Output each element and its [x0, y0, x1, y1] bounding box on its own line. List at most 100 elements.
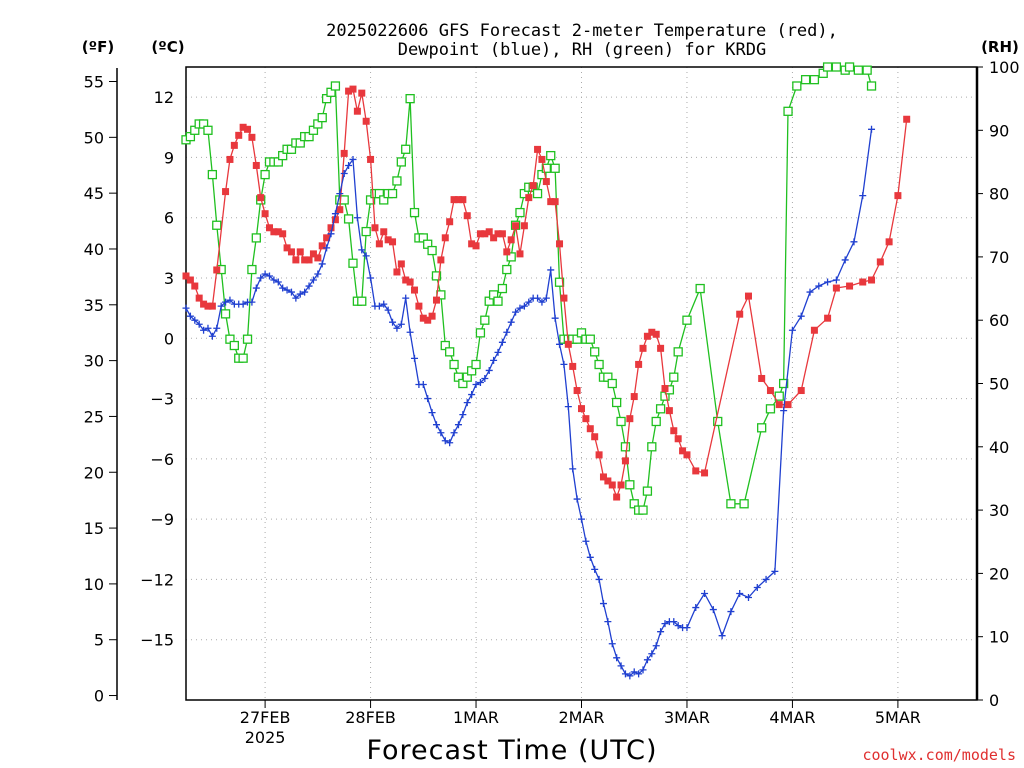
dewpoint-point: [349, 155, 357, 163]
temperature-point: [736, 310, 744, 318]
temperature-point: [411, 286, 419, 294]
temperature-point: [279, 230, 287, 238]
temperature-point: [516, 250, 524, 258]
temperature-point: [200, 300, 208, 308]
rh-point: [844, 62, 855, 72]
dewpoint-point: [762, 575, 770, 583]
temperature-point: [362, 117, 370, 125]
dewpoint-point: [279, 284, 287, 292]
dewpoint-point: [265, 272, 273, 280]
dewpoint-point: [512, 308, 520, 316]
dewpoint-point: [485, 366, 493, 374]
temperature-point: [564, 340, 572, 348]
rh-point: [669, 372, 679, 382]
temperature-point: [314, 254, 322, 262]
rh-point: [203, 125, 213, 135]
rh-point: [409, 207, 420, 218]
temperature-point: [534, 145, 542, 153]
rh-point: [673, 347, 683, 357]
temperature-point: [503, 248, 511, 256]
rh-point: [612, 397, 622, 408]
y-tick-label-c: 6: [164, 209, 174, 228]
dewpoint-point: [494, 348, 502, 356]
temperature-point: [428, 312, 436, 320]
y-tick-label-c: −12: [140, 570, 174, 589]
rh-point: [238, 353, 248, 363]
dewpoint-point: [380, 300, 388, 308]
rh-point: [809, 75, 820, 85]
temperature-point: [265, 224, 273, 232]
rh-point: [506, 252, 516, 262]
dewpoint-point: [318, 260, 326, 268]
dewpoint-point: [670, 618, 678, 626]
dewpoint-point: [560, 360, 568, 368]
temperature-point: [797, 387, 805, 395]
temperature-point: [701, 469, 709, 477]
y-tick-label-rh: 10: [989, 628, 1009, 647]
temperature-point: [336, 206, 344, 214]
dewpoint-point: [824, 278, 832, 286]
rh-point: [541, 163, 551, 173]
temperature-point: [586, 425, 594, 433]
x-year-label: 2025: [245, 728, 286, 747]
dewpoint-point: [274, 278, 282, 286]
dewpoint-point: [718, 632, 726, 640]
x-tick-label: 4MAR: [769, 708, 815, 727]
dewpoint-point: [564, 403, 572, 411]
dewpoint-point: [797, 312, 805, 320]
temperature-point: [446, 218, 454, 226]
temperature-point: [512, 222, 520, 230]
temperature-point: [292, 256, 300, 264]
rh-point: [822, 62, 833, 72]
dewpoint-point: [569, 465, 577, 473]
temperature-point: [674, 435, 682, 443]
temperature-point: [261, 210, 269, 218]
dewpoint-point: [397, 320, 405, 328]
rh-point: [229, 340, 239, 351]
rh-point: [546, 150, 556, 161]
rh-point: [774, 391, 784, 401]
y-tick-label-rh: 30: [989, 501, 1009, 520]
rh-point: [713, 416, 723, 427]
dewpoint-point: [753, 583, 761, 591]
temperature-point: [476, 230, 484, 238]
dewpoint-point: [301, 288, 309, 296]
dewpoint-point: [683, 624, 691, 632]
temperature-point: [367, 155, 375, 163]
y-tick-label-c: −9: [150, 510, 174, 529]
temperature-point: [683, 451, 691, 459]
rh-point: [317, 112, 327, 123]
temperature-point: [191, 282, 199, 290]
rh-point: [387, 188, 398, 199]
temperature-point: [270, 228, 278, 236]
rh-point: [651, 416, 661, 427]
chart-title: 2025022606 GFS Forecast 2-meter Temperat…: [326, 21, 838, 41]
dewpoint-point: [547, 266, 555, 274]
rh-point: [251, 233, 261, 243]
dewpoint-point: [331, 210, 339, 218]
temperature-point: [608, 481, 616, 489]
y-tick-label-f: 10: [84, 575, 104, 594]
unit-label-f: (ºF): [82, 38, 114, 56]
rh-point: [427, 245, 437, 256]
temperature-point: [213, 266, 221, 274]
temperature-point: [824, 314, 832, 322]
rh-point: [361, 226, 371, 237]
temperature-point: [551, 198, 559, 206]
y-tick-label-f: 55: [84, 73, 104, 92]
temperature-point: [810, 326, 818, 334]
rh-point: [357, 296, 367, 306]
rh-point: [502, 264, 512, 275]
rh-point: [783, 106, 793, 116]
rh-point: [594, 359, 604, 370]
rh-point: [471, 359, 481, 370]
dewpoint-point: [468, 391, 476, 399]
temperature-point: [389, 238, 397, 246]
dewpoint-point: [437, 429, 445, 437]
dewpoint-point: [353, 214, 361, 222]
dewpoint-point: [424, 395, 432, 403]
dewpoint-point: [736, 589, 744, 597]
rh-point: [343, 214, 354, 224]
dewpoint-point: [490, 356, 498, 364]
rh-point: [726, 499, 736, 509]
